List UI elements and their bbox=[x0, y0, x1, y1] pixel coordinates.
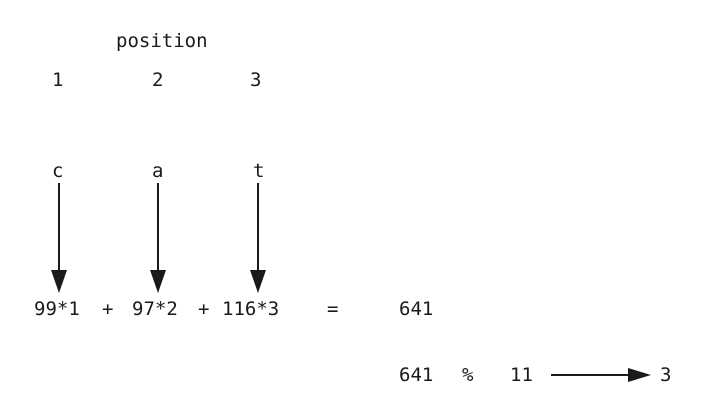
product-term-a: 97*2 bbox=[132, 298, 178, 320]
sum-value: 641 bbox=[399, 298, 434, 320]
position-label-3: 3 bbox=[250, 69, 262, 91]
position-heading: position bbox=[116, 30, 208, 52]
hash-result: 3 bbox=[660, 364, 672, 386]
position-label-1: 1 bbox=[52, 69, 64, 91]
arrow-c-down bbox=[51, 183, 67, 293]
modulo-dividend: 641 bbox=[399, 364, 434, 386]
modulo-operator: % bbox=[462, 364, 474, 386]
product-term-t: 116*3 bbox=[222, 298, 280, 320]
arrow-result-right bbox=[551, 368, 651, 382]
equals-sign: = bbox=[327, 298, 339, 320]
product-term-c: 99*1 bbox=[34, 298, 80, 320]
arrow-t-down bbox=[250, 183, 266, 293]
position-label-2: 2 bbox=[152, 69, 164, 91]
arrow-a-down bbox=[150, 183, 166, 293]
plus-sign-1: + bbox=[102, 298, 114, 320]
modulo-divisor: 11 bbox=[510, 364, 533, 386]
character-c: c bbox=[52, 160, 64, 182]
character-a: a bbox=[152, 160, 164, 182]
character-t: t bbox=[253, 160, 265, 182]
plus-sign-2: + bbox=[198, 298, 210, 320]
